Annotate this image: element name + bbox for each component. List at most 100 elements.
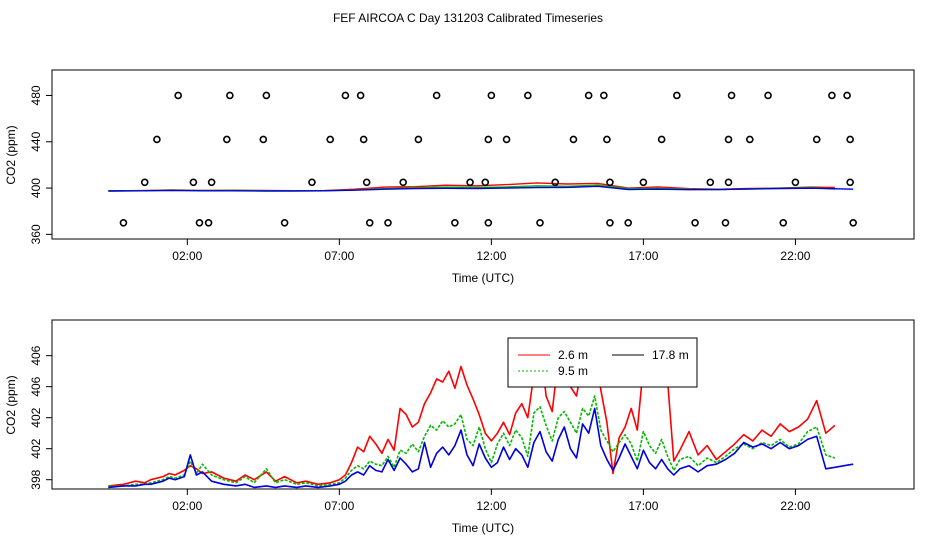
bottom-y-axis: 398 402 402 406 406 [29, 345, 52, 490]
data-point [779, 218, 788, 227]
x-tick-label: 12:00 [476, 499, 506, 513]
y-tick-label: 398 [29, 469, 43, 489]
data-point [791, 178, 800, 187]
data-point [603, 135, 611, 144]
data-point [174, 91, 182, 100]
data-point [502, 135, 511, 144]
data-point [569, 135, 578, 144]
data-point [600, 91, 608, 100]
data-point [326, 135, 335, 144]
x-tick-label: 07:00 [324, 499, 354, 513]
data-point [451, 218, 459, 227]
data-point [606, 218, 614, 227]
top-series-group [108, 182, 854, 192]
data-point [484, 218, 493, 227]
data-point [365, 218, 374, 227]
y-tick-label: 440 [29, 131, 43, 151]
data-point [119, 218, 128, 227]
x-tick-label: 07:00 [324, 249, 354, 263]
data-point [341, 91, 350, 100]
data-point [691, 218, 699, 227]
x-tick-label: 02:00 [172, 499, 202, 513]
data-point [727, 91, 736, 100]
bottom-panel: 02:00 07:00 12:00 17:00 22:00 398 402 402 406 40… [4, 319, 915, 535]
data-point [481, 178, 490, 187]
data-point [639, 178, 648, 187]
data-point [140, 178, 149, 187]
data-point [226, 91, 234, 100]
legend-box [507, 337, 698, 388]
data-point [828, 91, 836, 100]
legend-label-2-6m: 2.6 m [558, 348, 588, 362]
data-point [584, 91, 593, 100]
y-tick-label: 402 [29, 438, 43, 458]
data-point [280, 218, 289, 227]
data-point [706, 178, 715, 187]
top-y-axis-label: CO2 (ppm) [4, 125, 18, 184]
data-point [384, 218, 392, 227]
data-point [359, 135, 368, 144]
x-tick-label: 17:00 [628, 499, 658, 513]
data-point [414, 135, 423, 144]
data-point [812, 135, 821, 144]
data-point [207, 178, 216, 187]
x-tick-label: 17:00 [628, 249, 658, 263]
data-point [673, 91, 681, 100]
x-tick-label: 02:00 [172, 249, 202, 263]
data-point [524, 91, 532, 100]
data-point [846, 178, 854, 187]
data-point [223, 135, 231, 144]
series-line-9-5-mm [108, 395, 836, 487]
data-point [484, 135, 493, 144]
data-point [606, 178, 614, 187]
data-point [746, 135, 754, 144]
data-point [356, 91, 365, 100]
series-line-17-8-mm [108, 407, 854, 489]
data-point [724, 135, 733, 144]
bottom-y-axis-label: CO2 (ppm) [4, 375, 18, 434]
data-point [721, 218, 730, 227]
y-tick-label: 480 [29, 85, 43, 105]
x-tick-label: 22:00 [780, 499, 810, 513]
data-point [487, 91, 496, 100]
bottom-plot-frame [51, 319, 915, 490]
data-point [624, 218, 632, 227]
bottom-x-axis: 02:00 07:00 12:00 17:00 22:00 [172, 489, 811, 513]
y-tick-label: 406 [29, 376, 43, 396]
top-plot-frame [51, 69, 915, 240]
data-point [204, 218, 213, 227]
data-point [308, 178, 316, 187]
legend-label-9-5m: 9.5 m [558, 364, 588, 378]
legend-label-17-8m: 17.8 m [652, 348, 689, 362]
y-tick-label: 400 [29, 178, 43, 198]
data-point [432, 91, 441, 100]
data-point [189, 178, 198, 187]
top-x-axis: 02:00 07:00 12:00 17:00 22:00 [172, 239, 811, 263]
data-point [843, 91, 851, 100]
bottom-x-axis-label: Time (UTC) [452, 521, 514, 535]
data-point [259, 135, 268, 144]
data-point [551, 178, 560, 187]
series-line-2-6-mm [108, 339, 836, 487]
data-point [362, 178, 371, 187]
y-tick-label: 406 [29, 345, 43, 365]
bottom-series-group [108, 339, 854, 489]
top-points-group [119, 91, 857, 227]
data-point [466, 178, 474, 187]
y-tick-label: 360 [29, 224, 43, 244]
y-tick-label: 402 [29, 407, 43, 427]
data-point [849, 218, 857, 227]
data-point [724, 178, 733, 187]
top-y-axis: 360 400 440 480 [29, 85, 52, 244]
figure-title: FEF AIRCOA C Day 131203 Calibrated Times… [333, 11, 603, 25]
top-panel: 02:00 07:00 12:00 17:00 22:00 360 400 440 480 T… [4, 69, 915, 285]
x-tick-label: 22:00 [780, 249, 810, 263]
data-point [153, 135, 161, 144]
data-point [262, 91, 271, 100]
data-point [536, 218, 544, 227]
x-tick-label: 12:00 [476, 249, 506, 263]
data-point [399, 178, 407, 187]
legend: 2.6 m 9.5 m 17.8 m [507, 337, 698, 388]
data-point [846, 135, 854, 144]
